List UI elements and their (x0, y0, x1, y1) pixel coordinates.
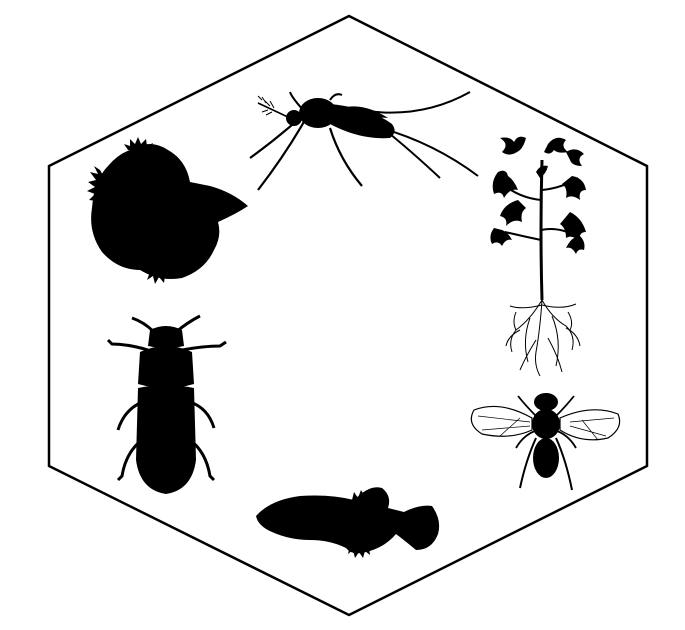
killifish-icon (256, 487, 440, 558)
mosquito-icon (249, 91, 479, 191)
tomato-plant-icon (490, 136, 586, 377)
beetle-icon (106, 314, 227, 494)
hexagon-frame (47, 14, 649, 617)
fruit-fly-icon (470, 393, 621, 491)
betta-fish-icon (87, 137, 248, 284)
